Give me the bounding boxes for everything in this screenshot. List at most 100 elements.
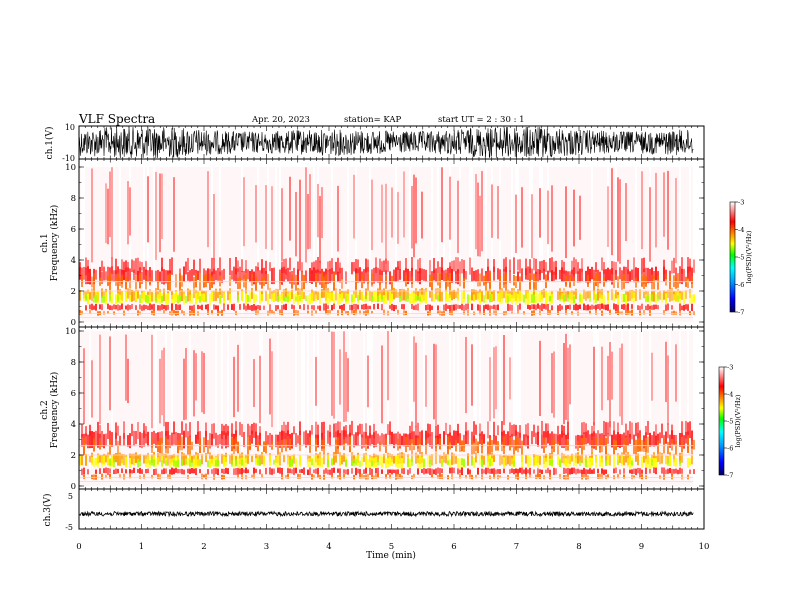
spectrogram-cell xyxy=(287,468,289,474)
spectrogram-cell xyxy=(643,441,645,452)
spectrogram-cell xyxy=(433,469,435,475)
spectrogram-cell xyxy=(437,311,439,315)
spectrogram-cell xyxy=(249,305,251,310)
spectrogram-cell xyxy=(211,458,213,466)
spectrogram-cell xyxy=(441,460,443,467)
spectrogram-cell xyxy=(259,305,261,311)
spectrogram-cell xyxy=(519,291,521,303)
spectrogram-cell xyxy=(611,168,613,256)
spectrogram-cell xyxy=(279,452,281,466)
spectrogram-cell xyxy=(131,289,133,302)
spectrogram-cell xyxy=(137,270,139,282)
spectrogram-cell xyxy=(459,469,461,474)
spectrogram-cell xyxy=(307,469,309,476)
spectrogram-cell xyxy=(499,475,501,479)
spectrogram-cell xyxy=(357,259,359,274)
spectrogram-cell xyxy=(567,421,569,439)
spectrogram-cell xyxy=(389,474,391,479)
spectrogram-cell xyxy=(379,441,381,452)
spectrogram-cell xyxy=(317,474,319,479)
spectrogram-cell xyxy=(153,430,155,444)
spectrogram-cell xyxy=(263,305,265,310)
spectrogram-cell xyxy=(167,441,169,454)
spectrogram-cell xyxy=(113,304,115,310)
spectrogram-cell xyxy=(317,458,319,468)
spectrogram-cell xyxy=(273,468,275,474)
spectrogram-cell xyxy=(513,291,515,302)
spectrogram-cell xyxy=(543,437,545,453)
spectrogram-cell xyxy=(413,438,415,450)
spectrogram-cell xyxy=(613,261,615,276)
spectrogram-cell xyxy=(585,305,587,311)
spectrogram-cell xyxy=(647,420,649,436)
spectrogram-cell xyxy=(633,434,635,446)
spectrogram-streak xyxy=(395,167,397,315)
spectrogram-cell xyxy=(583,474,585,479)
spectrogram-cell xyxy=(683,435,685,449)
spectrogram-cell xyxy=(521,187,523,248)
spectrogram-cell xyxy=(237,260,239,272)
spectrogram-cell xyxy=(263,455,265,467)
spectrogram-cell xyxy=(567,473,569,480)
spectrogram-cell xyxy=(525,424,527,437)
spectrogram-cell xyxy=(693,294,695,303)
spectrogram-cell xyxy=(673,434,675,445)
spectrogram-cell xyxy=(295,274,297,291)
spectrogram-cell xyxy=(193,458,195,469)
spectrogram-cell xyxy=(581,452,583,464)
spectrogram-cell xyxy=(161,267,163,284)
spectrogram-cell xyxy=(655,294,657,303)
spectrogram-cell xyxy=(411,276,413,288)
spectrogram-cell xyxy=(543,457,545,469)
spectrogram-streak xyxy=(335,331,337,479)
spectrogram-cell xyxy=(443,452,445,463)
spectrogram-cell xyxy=(107,276,109,286)
spectrogram-cell xyxy=(329,269,331,283)
spectrogram-cell xyxy=(171,458,173,465)
spectrogram-cell xyxy=(111,257,113,274)
spectrogram-cell xyxy=(373,432,375,448)
spectrogram-cell xyxy=(357,304,359,310)
spectrogram-cell xyxy=(673,275,675,288)
spectrogram-cell xyxy=(359,468,361,475)
spectrogram-cell xyxy=(569,344,571,405)
spectrogram-cell xyxy=(113,270,115,282)
spectrogram-cell xyxy=(463,277,465,289)
spectrogram-cell xyxy=(345,271,347,284)
spectrogram-cell xyxy=(565,333,567,420)
spectrogram-cell xyxy=(85,426,87,437)
spectrogram-cell xyxy=(493,347,495,419)
spectrogram-cell xyxy=(455,291,457,299)
spectrogram-cell xyxy=(681,291,683,300)
spectrogram-cell xyxy=(139,454,141,462)
spectrogram-cell xyxy=(81,310,83,315)
spectrogram-cell xyxy=(679,310,681,316)
spectrogram-cell xyxy=(285,269,287,280)
spectrogram-cell xyxy=(193,350,195,417)
spectrogram-cell xyxy=(533,469,535,474)
spectrogram-streak xyxy=(331,167,333,315)
spectrogram-cell xyxy=(687,257,689,274)
spectrogram-cell xyxy=(123,453,125,466)
spectrogram-cell xyxy=(297,261,299,274)
spectrogram-cell xyxy=(431,468,433,474)
spectrogram-cell xyxy=(219,433,221,445)
spectrogram-cell xyxy=(437,272,439,286)
spectrogram-cell xyxy=(365,423,367,439)
spectrogram-cell xyxy=(141,262,143,271)
spectrogram-cell xyxy=(269,338,271,415)
spectrogram-cell xyxy=(659,291,661,300)
spectrogram-cell xyxy=(501,455,503,465)
spectrogram-cell xyxy=(295,467,297,474)
spectrogram-cell xyxy=(665,431,667,444)
spectrogram-cell xyxy=(279,467,281,474)
spectrogram-cell xyxy=(487,441,489,455)
spectrogram-cell xyxy=(629,455,631,469)
spectrogram-cell xyxy=(597,288,599,301)
spectrogram-streak xyxy=(411,331,413,479)
spectrogram-cell xyxy=(493,435,495,445)
spectrogram-cell xyxy=(269,262,271,272)
spectrogram-cell xyxy=(453,289,455,300)
spectrogram-cell xyxy=(495,469,497,475)
